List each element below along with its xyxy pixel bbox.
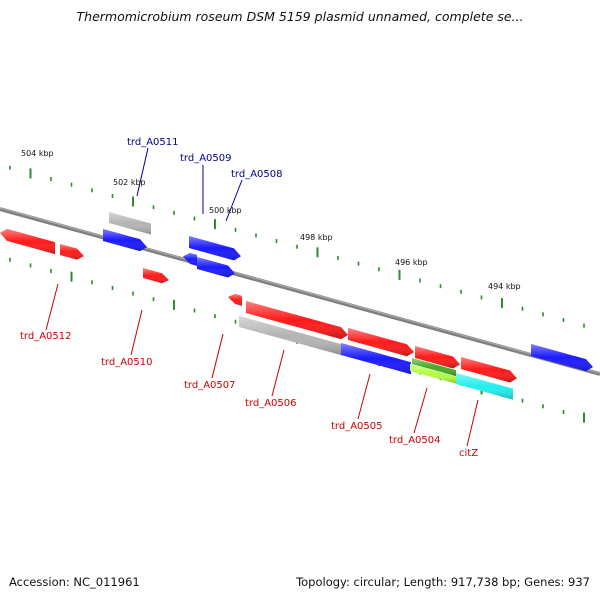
leader-line bbox=[357, 373, 371, 420]
gene-label-trd-a0510[interactable]: trd_A0510 bbox=[101, 357, 153, 368]
kbp-label: 504 kbp bbox=[21, 149, 54, 158]
gene-shading bbox=[183, 252, 197, 266]
gene-shading bbox=[531, 344, 593, 372]
leader-line bbox=[413, 387, 428, 434]
gene-shading bbox=[0, 228, 55, 255]
gene-shading bbox=[189, 236, 241, 261]
gene-shading bbox=[143, 268, 169, 284]
gene-label-trd-a0509[interactable]: trd_A0509 bbox=[180, 153, 232, 164]
gene-shading bbox=[341, 343, 411, 375]
kbp-label: 502 kbp bbox=[113, 178, 146, 187]
gene-shading bbox=[410, 364, 456, 384]
gene-shading bbox=[109, 212, 151, 235]
gene-shading bbox=[239, 316, 343, 356]
gene-shading bbox=[246, 301, 348, 340]
backbone-highlight bbox=[0, 207, 600, 374]
backbone-line bbox=[0, 207, 600, 376]
leader-line bbox=[130, 309, 143, 356]
leader-line bbox=[225, 179, 243, 222]
leader-line bbox=[136, 147, 149, 197]
leader-line bbox=[45, 283, 59, 331]
leader-line bbox=[211, 333, 224, 379]
kbp-label: 496 kbp bbox=[395, 258, 428, 267]
gene-shading bbox=[60, 244, 84, 260]
gene-shading bbox=[412, 358, 456, 377]
topology-stats-text: Topology: circular; Length: 917,738 bp; … bbox=[296, 575, 590, 589]
leader-line bbox=[271, 349, 285, 397]
kbp-label: 494 kbp bbox=[488, 282, 521, 291]
gene-label-trd-a0508[interactable]: trd_A0508 bbox=[231, 169, 283, 180]
gene-shading bbox=[228, 293, 242, 306]
gene-label-trd-a0512[interactable]: trd_A0512 bbox=[20, 331, 72, 342]
gene-shading bbox=[348, 328, 414, 357]
gene-label-trd-a0511[interactable]: trd_A0511 bbox=[127, 137, 179, 148]
gene-shading bbox=[103, 229, 147, 252]
map-title: Thermomicrobium roseum DSM 5159 plasmid … bbox=[76, 9, 524, 24]
kbp-labels: 504 kbp 502 kbp 500 kbp 498 kbp 496 kbp 494 k… bbox=[21, 149, 521, 291]
outer-tick-track bbox=[9, 165, 585, 328]
gene-shading bbox=[197, 257, 235, 278]
label-leader-lines bbox=[45, 147, 479, 447]
leader-line bbox=[466, 399, 479, 447]
gene-label-trd-a0505[interactable]: trd_A0505 bbox=[331, 421, 383, 432]
kbp-label: 498 kbp bbox=[300, 233, 333, 242]
gene-features bbox=[0, 212, 593, 400]
kbp-label: 500 kbp bbox=[209, 206, 242, 215]
gene-shading bbox=[415, 346, 460, 369]
gene-label-citz[interactable]: citZ bbox=[459, 448, 478, 459]
gene-label-trd-a0507[interactable]: trd_A0507 bbox=[184, 380, 236, 391]
accession-text: Accession: NC_011961 bbox=[9, 575, 140, 589]
gene-label-trd-a0506[interactable]: trd_A0506 bbox=[245, 398, 297, 409]
gene-label-trd-a0504[interactable]: trd_A0504 bbox=[389, 435, 441, 446]
gene-shading bbox=[461, 357, 517, 383]
gene-shading bbox=[456, 373, 513, 400]
